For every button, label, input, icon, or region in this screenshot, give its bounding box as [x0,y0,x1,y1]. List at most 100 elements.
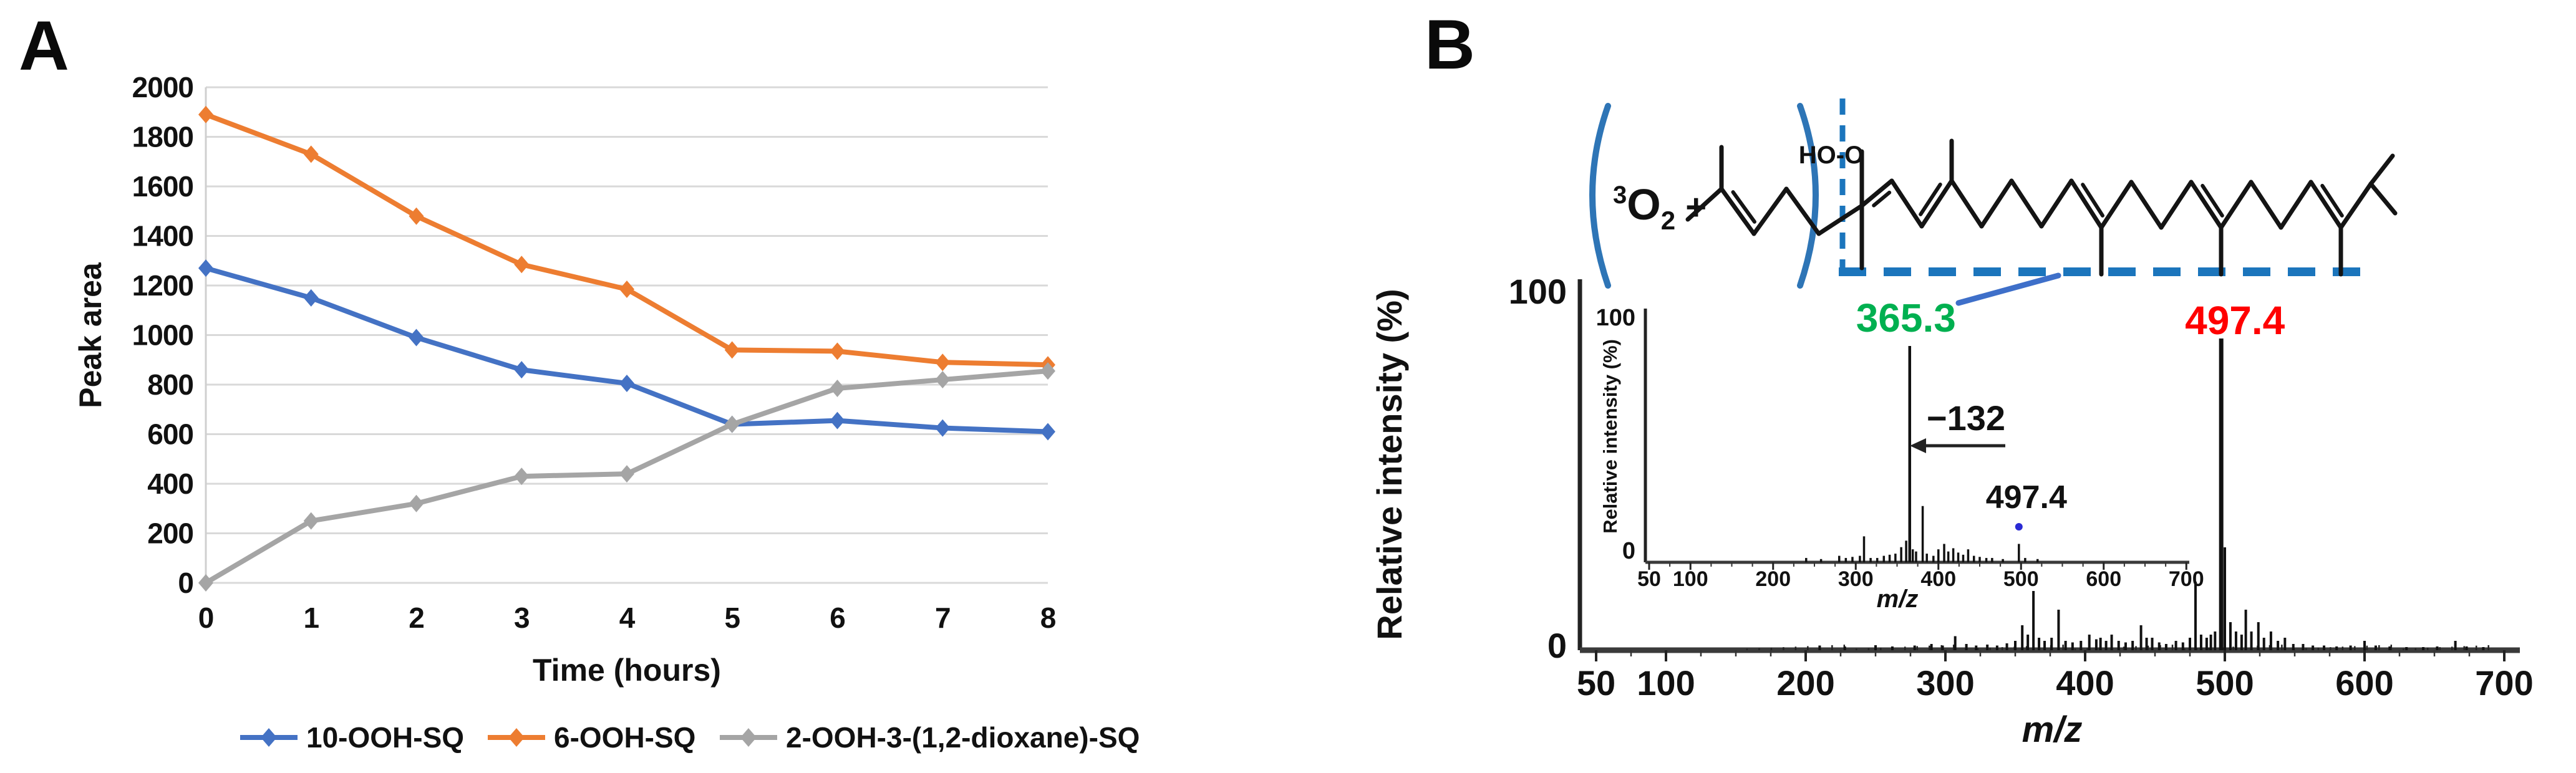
y-tick-label: 600 [147,418,193,451]
reaction-scheme: 3O2 + HO-O [1589,98,2398,306]
bond [2338,181,2373,230]
y-tick-label: 1400 [132,220,193,252]
x-tick-label: 2 [409,602,424,634]
bond [2249,180,2283,230]
inset-spectrum-x-axis-title: m/z [1877,585,1919,613]
x-tick-label: 50 [1577,663,1615,703]
bond [2278,180,2313,230]
x-tick-label: 700 [2475,663,2533,703]
panel-a-x-axis-title: Time (hours) [533,653,721,688]
bond [2009,178,2044,229]
bond [2039,178,2074,229]
legend-item-10-OOH-SQ: 10-OOH-SQ [240,721,464,754]
data-point-marker [303,289,319,307]
data-point-marker [514,468,530,486]
bond [2159,180,2194,230]
data-point-marker [935,371,951,389]
y-tick-label: 1000 [132,319,193,352]
bond [2189,180,2224,230]
bond [1979,178,2014,229]
inset-spectrum-ytick-100: 100 [1596,305,1635,331]
secondary-peak-dot [2015,523,2023,531]
panel-b-label: B [1425,6,1475,84]
x-tick-label: 8 [1040,602,1056,634]
data-point-marker [198,259,213,277]
bond [1919,178,1954,229]
legend-label: 2-OOH-3-(1,2-dioxane)-SQ [786,721,1140,754]
hydroperoxide-label: HO-O [1799,142,1864,169]
legend-label: 10-OOH-SQ [306,721,464,754]
y-tick-label: 2000 [132,71,193,103]
main-base-peak-label: 497.4 [2185,298,2285,343]
data-point-marker [830,342,845,360]
x-tick-label: 300 [1838,567,1874,591]
x-tick-label: 600 [2335,663,2393,703]
main-spectrum-y-axis-title: Relative intensity (%) [1370,289,1409,640]
bond [2129,180,2164,230]
methyl-bond [2368,181,2398,216]
x-tick-label: 100 [1673,567,1708,591]
data-point-marker [198,574,213,592]
legend-marker [508,728,525,747]
y-tick-label: 1200 [132,269,193,302]
panel-a-label: A [19,7,69,85]
bond [2069,178,2104,230]
legend-marker [261,728,277,747]
y-tick-label: 800 [147,368,193,401]
x-tick-label: 300 [1916,663,1974,703]
bond [1949,178,1984,229]
double-bond-mark [1872,190,1892,208]
legend-label: 6-OOH-SQ [554,721,695,754]
x-tick-label: 0 [198,602,214,634]
panel-a-legend: 10-OOH-SQ 6-OOH-SQ 2-OOH-3-(1,2-dioxane)-S… [240,721,1140,754]
bond [1816,203,1864,236]
data-point-marker [619,465,634,483]
main-spectrum-x-axis-title: m/z [2022,709,2083,750]
x-tick-label: 200 [1776,663,1834,703]
inset-base-peak-label: 365.3 [1856,295,1956,340]
data-point-marker [935,353,951,372]
x-tick-label: 6 [830,602,845,634]
bond [2308,180,2343,230]
data-point-marker [409,494,424,512]
double-bond-mark [2081,183,2105,218]
inset-spectrum-ytick-0: 0 [1622,538,1635,564]
x-tick-label: 500 [2003,567,2039,591]
neutral-loss-label: −132 [1927,398,2005,438]
x-tick-label: 500 [2196,663,2254,703]
double-bond-mark [2320,183,2344,218]
x-tick-label: 100 [1637,663,1695,703]
legend-item-6-OOH-SQ: 6-OOH-SQ [488,721,695,754]
legend-item-2-OOH-3-(1,2-dioxane)-SQ: 2-OOH-3-(1,2-dioxane)-SQ [720,721,1140,754]
data-point-marker [1040,423,1055,441]
neutral-loss-arrow-head [1910,438,1926,453]
inset-spectrum-y-axis-title: Relative intensity (%) [1599,339,1621,534]
x-tick-label: 3 [514,602,530,634]
x-tick-label: 400 [2056,663,2114,703]
x-tick-label: 200 [1755,567,1791,591]
main-mass-spectrum: 50 100 200 300 400 500 600 700 497.4 [1577,279,2534,703]
y-tick-label: 1600 [132,170,193,203]
bond [1719,186,1756,236]
data-point-marker [409,329,424,347]
peak-area-line-chart: 0 200 400 600 800 1000 1200 1400 1600 1800 2000 0 1 2… [132,71,1057,634]
methyl-bond [2368,153,2395,186]
x-tick-label: 1 [303,602,319,634]
x-tick-label: 600 [2086,567,2121,591]
data-point-marker [514,256,530,274]
left-bracket [1589,103,1611,289]
bond [2099,180,2134,230]
bond [2219,180,2254,230]
panel-a-y-axis-title: Peak area [73,262,108,408]
legend-marker [740,728,757,747]
data-point-marker [1040,362,1055,380]
x-tick-label: 7 [935,602,951,634]
data-point-marker [935,419,951,437]
data-point-marker [514,361,530,379]
y-tick-label: 200 [147,517,193,550]
data-point-marker [303,145,319,163]
series-line-6-OOH-SQ [203,112,1050,368]
right-bracket [1797,103,1819,289]
